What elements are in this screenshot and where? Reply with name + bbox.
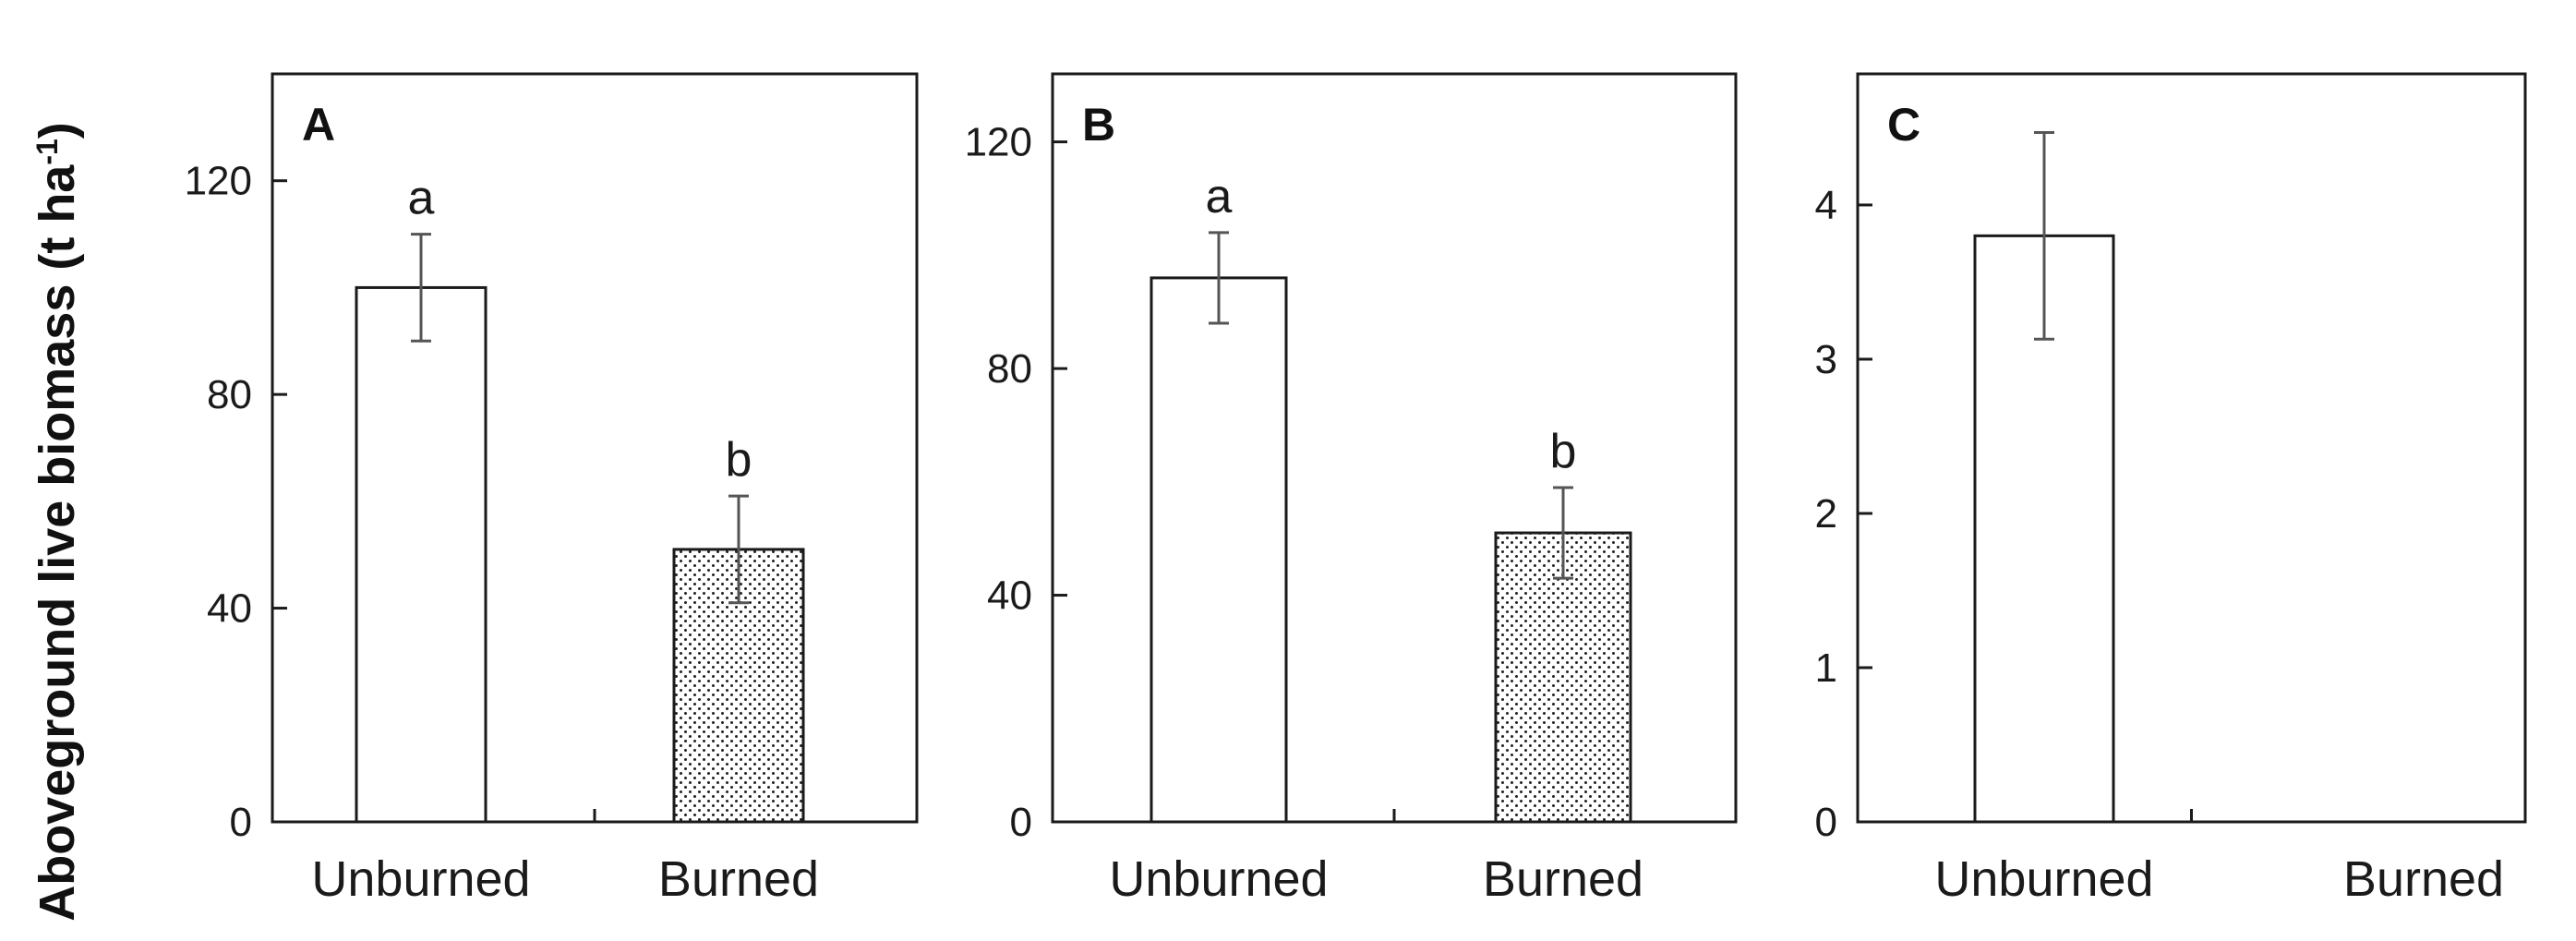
significance-letter: a bbox=[1206, 170, 1233, 223]
bar-burned bbox=[1494, 531, 1632, 824]
y-tick-label: 80 bbox=[207, 372, 252, 417]
y-tick-label: 2 bbox=[1815, 491, 1837, 537]
panel-frame bbox=[1856, 72, 2527, 824]
y-tick-label: 4 bbox=[1815, 183, 1837, 228]
y-axis-label: Aboveground live biomass (t ha-1) bbox=[30, 122, 85, 922]
panel-letter: B bbox=[1082, 99, 1115, 151]
y-tick-label: 120 bbox=[185, 159, 252, 204]
panel-letter: A bbox=[302, 99, 335, 151]
panel-letter: C bbox=[1887, 99, 1920, 151]
category-label: Unburned bbox=[1934, 851, 2153, 907]
y-tick-label: 0 bbox=[1815, 800, 1837, 845]
significance-letter: b bbox=[726, 433, 752, 487]
y-tick-label: 0 bbox=[1010, 800, 1032, 845]
category-label: Unburned bbox=[311, 851, 530, 907]
y-tick-label: 0 bbox=[230, 800, 252, 845]
panel-a: 0 40 80 120 Aa Unburned b Burned bbox=[185, 72, 919, 907]
y-tick-label: 80 bbox=[987, 346, 1032, 392]
category-label: Burned bbox=[658, 851, 819, 907]
category-label: Burned bbox=[2343, 851, 2504, 907]
panel-b: 0 40 80 120 Ba Unburned b Burned bbox=[965, 72, 1738, 907]
bar-burned bbox=[672, 548, 805, 824]
significance-letter: a bbox=[408, 172, 435, 225]
category-label: Burned bbox=[1483, 851, 1643, 907]
significance-letter: b bbox=[1550, 425, 1577, 478]
y-tick-label: 40 bbox=[987, 573, 1032, 619]
y-tick-label: 120 bbox=[965, 120, 1032, 165]
y-tick-label: 40 bbox=[207, 586, 252, 632]
category-label: Unburned bbox=[1109, 851, 1328, 907]
panel-c: 0 1 2 3 4 C Unburned Burned bbox=[1815, 72, 2527, 907]
y-tick-label: 3 bbox=[1815, 337, 1837, 382]
bar-unburned bbox=[1150, 276, 1288, 824]
bar-unburned bbox=[355, 285, 488, 824]
y-tick-label: 1 bbox=[1815, 645, 1837, 691]
